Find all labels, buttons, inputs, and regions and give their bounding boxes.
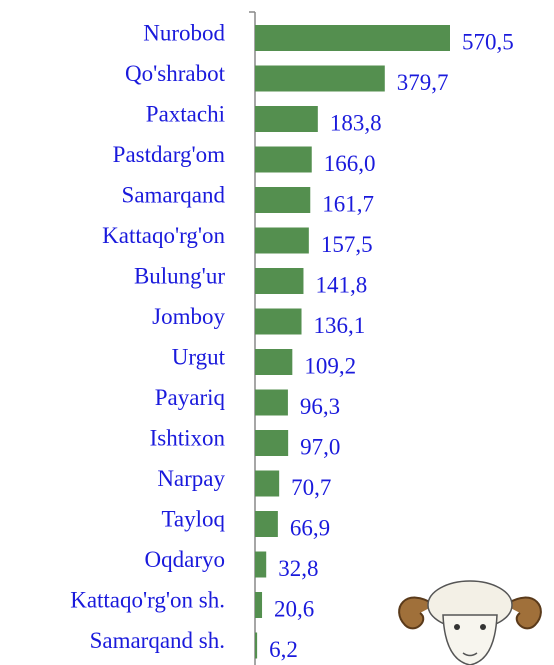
value-label: 6,2	[269, 637, 298, 662]
category-label: Kattaqo'rg'on sh.	[70, 587, 225, 612]
category-label: Ishtixon	[150, 425, 226, 450]
bar	[255, 268, 303, 294]
value-label: 70,7	[291, 475, 331, 500]
category-label: Narpay	[157, 466, 225, 491]
value-label: 379,7	[397, 70, 449, 95]
bar	[255, 147, 312, 173]
bar	[255, 430, 288, 456]
category-label: Nurobod	[143, 20, 225, 45]
value-label: 157,5	[321, 232, 373, 257]
bar	[255, 592, 262, 618]
value-label: 570,5	[462, 29, 514, 54]
bar	[255, 633, 257, 659]
value-label: 66,9	[290, 515, 330, 540]
bar	[255, 552, 266, 578]
bar	[255, 349, 292, 375]
value-label: 20,6	[274, 596, 314, 621]
value-label: 183,8	[330, 110, 382, 135]
bar	[255, 25, 450, 51]
category-label: Urgut	[172, 344, 226, 369]
category-label: Kattaqo'rg'on	[102, 223, 225, 248]
bar	[255, 309, 302, 335]
category-label: Samarqand sh.	[90, 628, 225, 653]
bar	[255, 511, 278, 537]
category-label: Paxtachi	[146, 101, 225, 126]
sheep-illustration	[399, 581, 541, 665]
value-label: 96,3	[300, 394, 340, 419]
category-label: Qo'shrabot	[125, 61, 226, 86]
value-label: 136,1	[314, 313, 366, 338]
category-label: Tayloq	[161, 506, 225, 531]
value-label: 32,8	[278, 556, 318, 581]
category-label: Bulung'ur	[134, 263, 225, 288]
category-label: Pastdarg'om	[113, 142, 225, 167]
chart: Nurobod 570,5 Qo'shrabot 379,7 Paxtachi 183,8…	[0, 0, 554, 665]
category-label: Jomboy	[152, 304, 225, 329]
value-label: 161,7	[322, 191, 374, 216]
value-label: 109,2	[304, 353, 356, 378]
bar	[255, 66, 385, 92]
bar	[255, 390, 288, 416]
bar	[255, 187, 310, 213]
category-label: Samarqand	[122, 182, 226, 207]
value-label: 166,0	[324, 151, 376, 176]
bar	[255, 471, 279, 497]
category-label: Oqdaryo	[145, 547, 225, 572]
bar	[255, 228, 309, 254]
bar	[255, 106, 318, 132]
category-label: Payariq	[155, 385, 226, 410]
value-label: 141,8	[315, 272, 367, 297]
value-label: 97,0	[300, 434, 340, 459]
